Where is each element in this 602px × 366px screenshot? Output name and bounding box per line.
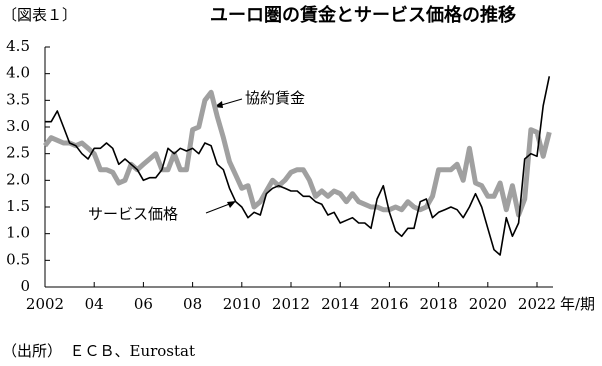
x-tick-label: 04 <box>85 295 104 313</box>
figure-label: 〔図表１〕 <box>2 6 77 24</box>
x-tick-label: 2014 <box>321 295 359 313</box>
annotation: サービス価格 <box>88 205 178 223</box>
line <box>43 89 552 218</box>
y-tick-label: 1.0 <box>6 224 30 242</box>
x-tick-label: 2010 <box>223 295 261 313</box>
x-tick-label: 06 <box>134 295 153 313</box>
chart-title: ユーロ圏の賃金とサービス価格の推移 <box>210 4 516 26</box>
x-tick-label: 08 <box>183 295 202 313</box>
y-tick-label: 3.5 <box>6 90 30 108</box>
y-tick-label: 3.0 <box>6 117 30 135</box>
x-axis-label: 年/期 <box>560 295 595 313</box>
annotation: 協約賃金 <box>245 89 305 107</box>
x-tick-label: 2018 <box>420 295 458 313</box>
y-tick-label: 2.5 <box>6 144 30 162</box>
x-tick-label: 2022 <box>518 295 556 313</box>
x-tick-label: 2020 <box>469 295 507 313</box>
y-tick-label: 2.0 <box>6 170 30 188</box>
y-tick-label: 0 <box>20 277 30 295</box>
x-tick-label: 2012 <box>272 295 310 313</box>
arrow <box>205 202 233 214</box>
y-tick-label: 1.5 <box>6 197 30 215</box>
line <box>45 76 551 256</box>
y-tick-label: 0.5 <box>6 250 30 268</box>
y-tick-label: 4.5 <box>6 37 30 55</box>
x-tick-label: 2016 <box>370 295 408 313</box>
x-tick-label: 2002 <box>26 295 64 313</box>
y-tick-label: 4.0 <box>6 64 30 82</box>
arrowhead <box>227 201 236 208</box>
source: （出所） ＥＣＢ、Eurostat <box>2 342 195 360</box>
